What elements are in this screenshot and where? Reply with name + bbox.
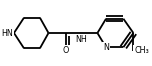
Text: O: O bbox=[63, 46, 69, 55]
Text: HN: HN bbox=[2, 29, 13, 37]
Text: CH₃: CH₃ bbox=[134, 46, 149, 55]
Text: NH: NH bbox=[76, 35, 87, 44]
Text: N: N bbox=[103, 43, 109, 52]
